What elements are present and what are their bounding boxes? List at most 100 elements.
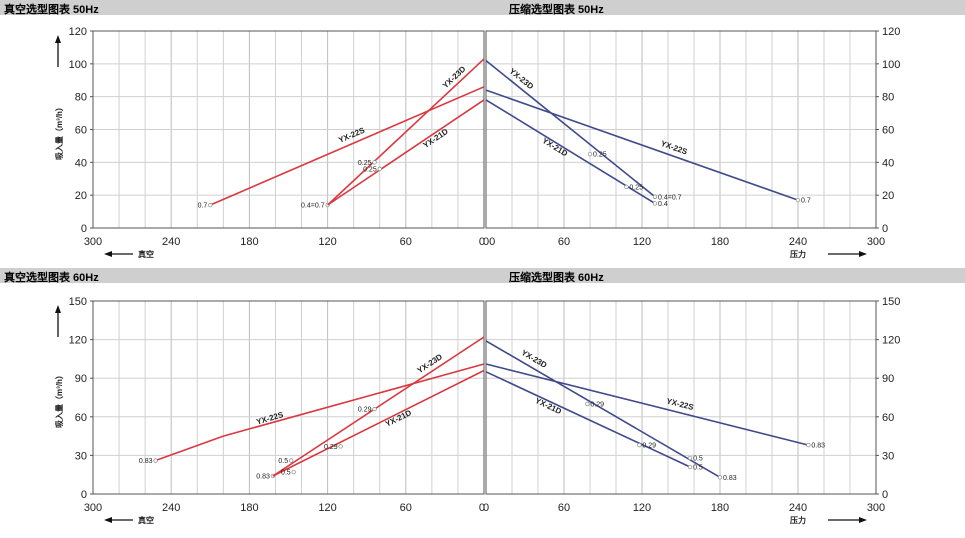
chart3-ytick-label: 30	[882, 450, 894, 462]
chart2-series-yx-21d-point	[338, 444, 343, 449]
chart0-ytick-label: 80	[75, 92, 87, 104]
chart0-ytick-label: 100	[69, 59, 87, 71]
chart0-series-yx-22s-line	[209, 86, 485, 206]
chart0-xtick-label: 180	[240, 236, 258, 248]
chart2-series-yx-21d-point-label: 0.29	[324, 444, 338, 451]
vacuum-60hz-title: 真空选型图表 60Hz	[4, 272, 99, 284]
chart2-xtick-label: 0	[479, 502, 485, 514]
chart3-xaxis-label: 压力	[790, 515, 806, 525]
chart1-series-yx-22s-point	[795, 197, 801, 203]
chart3-series-yx-23d-name-label: YX-23D	[520, 348, 549, 370]
chart3-series-yx-22s-line	[485, 363, 809, 446]
chart3-series-yx-21d-point	[687, 464, 693, 470]
chart1-xtick-label: 300	[867, 236, 885, 248]
chart1-xtick-label: 240	[789, 236, 807, 248]
chart0-xaxis-label: 真空	[138, 249, 154, 259]
chart3-series-yx-23d-point	[585, 401, 590, 407]
chart3-ytick-label: 120	[882, 335, 900, 347]
chart0-series-yx-23d-point	[372, 160, 377, 165]
chart3-ytick-label: 90	[882, 373, 894, 385]
chart3-series-yx-23d-point	[687, 455, 693, 461]
chart2-series-yx-21d-point	[291, 469, 296, 475]
chart2-ytick-label: 30	[75, 450, 87, 462]
chart1-series-yx-23d-point-label: 0.4=0.7	[658, 194, 682, 201]
chart2-ytick-label: 120	[69, 335, 87, 347]
chart2-ytick-label: 60	[75, 412, 87, 424]
chart1-series-yx-23d-point	[652, 194, 658, 199]
chart0-xtick-label: 0	[479, 236, 485, 248]
chart2-axis-arrow-head	[104, 517, 112, 523]
chart2-series-yx-21d-point-label: 0.5	[281, 470, 291, 477]
chart2-xaxis-label: 真空	[138, 515, 154, 525]
chart0-axis-arrow-head	[104, 251, 112, 257]
chart3-xtick-label: 0	[483, 502, 489, 514]
chart0-series-yx-22s-name-label: YX-22S	[337, 125, 366, 144]
chart0-xtick-label: 60	[400, 236, 412, 248]
chart2-xtick-label: 120	[318, 502, 336, 514]
chart1-ytick-label: 0	[882, 223, 888, 235]
chart0-series-yx-22s-point	[208, 202, 213, 208]
chart1-axis-arrow-head	[859, 251, 867, 257]
chart2-series-yx-22s-point	[153, 458, 158, 463]
chart3-ytick-label: 0	[882, 489, 888, 501]
chart1-xtick-label: 00	[483, 236, 495, 248]
chart3-ytick-label: 150	[882, 296, 900, 308]
chart2-series-yx-23d-point-label: 0.5	[278, 458, 288, 465]
chart1-series-yx-22s-line	[485, 89, 799, 201]
chart2-xtick-label: 240	[162, 502, 180, 514]
chart0-series-yx-23d-point-label: 0.4=0.7	[301, 203, 325, 210]
chart2-series-yx-23d-point-label: 0.83	[256, 473, 270, 480]
chart2-ytick-label: 0	[81, 489, 87, 501]
chart3-series-yx-21d-point-label: 0.5	[693, 464, 703, 471]
chart0-series-yx-21d-line	[327, 99, 485, 206]
chart1-ytick-label: 80	[882, 92, 894, 104]
chart1-ytick-label: 120	[882, 26, 900, 38]
chart1-series-yx-21d-name-label: YX-21D	[541, 136, 570, 158]
chart2-plot-frame	[92, 300, 485, 495]
chart2-yaxis-arrow-head	[55, 305, 61, 313]
chart2-series-yx-22s-point-label: 0.83	[139, 458, 153, 465]
chart1-xaxis-label: 压力	[790, 249, 806, 259]
chart0-series-yx-23d-line	[327, 58, 485, 206]
chart3-series-yx-21d-line	[485, 371, 691, 468]
chart1-series-yx-21d-point	[624, 184, 629, 190]
chart1-xtick-label: 120	[633, 236, 651, 248]
chart3-series-yx-22s-point-label: 0.83	[811, 443, 825, 450]
chart3-xtick-label: 240	[789, 502, 807, 514]
chart2-xtick-label: 300	[84, 502, 102, 514]
chart0-series-yx-22s-point-label: 0.7	[198, 203, 208, 210]
chart0-xtick-label: 240	[162, 236, 180, 248]
chart0-ytick-label: 20	[75, 190, 87, 202]
chart3-xtick-label: 120	[633, 502, 651, 514]
chart3-axis-arrow-head	[859, 517, 867, 523]
chart3-series-yx-21d-point	[637, 442, 642, 448]
chart0-series-yx-21d-point-label: 0.25	[363, 166, 377, 173]
vacuum-50hz-title: 真空选型图表 50Hz	[4, 4, 99, 16]
chart2-series-yx-22s-name-label: YX-22S	[255, 410, 285, 427]
chart0-yaxis-label: 吸入量（m³/h）	[54, 103, 64, 160]
chart0-yaxis-arrow-head	[55, 35, 61, 43]
chart1-series-yx-22s-name-label: YX-22S	[660, 139, 690, 157]
banner-60hz: 真空选型图表 60Hz 压缩选型图表 60Hz	[0, 268, 965, 284]
chart1-ytick-label: 40	[882, 157, 894, 169]
chart2-series-yx-22s-line	[155, 363, 485, 462]
chart1-ytick-label: 20	[882, 190, 894, 202]
banner-50hz: 真空选型图表 50Hz 压缩选型图表 50Hz	[0, 0, 965, 16]
chart3-xtick-label: 300	[867, 502, 885, 514]
chart1-series-yx-23d-point	[587, 151, 593, 157]
chart0-xtick-label: 300	[84, 236, 102, 248]
chart1-series-yx-23d-line	[485, 59, 656, 198]
chart1-series-yx-21d-point	[652, 201, 658, 206]
chart3-series-yx-21d-point-label: 0.29	[642, 443, 656, 450]
chart3-series-yx-23d-point-label: 0.29	[590, 401, 604, 408]
chart3-series-yx-23d-point	[717, 475, 723, 480]
chart2-series-yx-23d-point-label: 0.29	[358, 407, 372, 414]
chart0-series-yx-21d-point	[377, 166, 382, 172]
pressure-60hz-title: 压缩选型图表 60Hz	[509, 272, 604, 284]
chart2-series-yx-23d-point	[288, 458, 294, 463]
chart0-series-yx-23d-point-label: 0.25	[358, 160, 372, 167]
chart2-yaxis-label: 吸入量（m³/h）	[54, 371, 64, 428]
chart1-ytick-label: 60	[882, 125, 894, 137]
